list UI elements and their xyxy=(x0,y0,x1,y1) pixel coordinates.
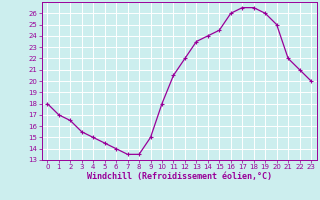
X-axis label: Windchill (Refroidissement éolien,°C): Windchill (Refroidissement éolien,°C) xyxy=(87,172,272,181)
